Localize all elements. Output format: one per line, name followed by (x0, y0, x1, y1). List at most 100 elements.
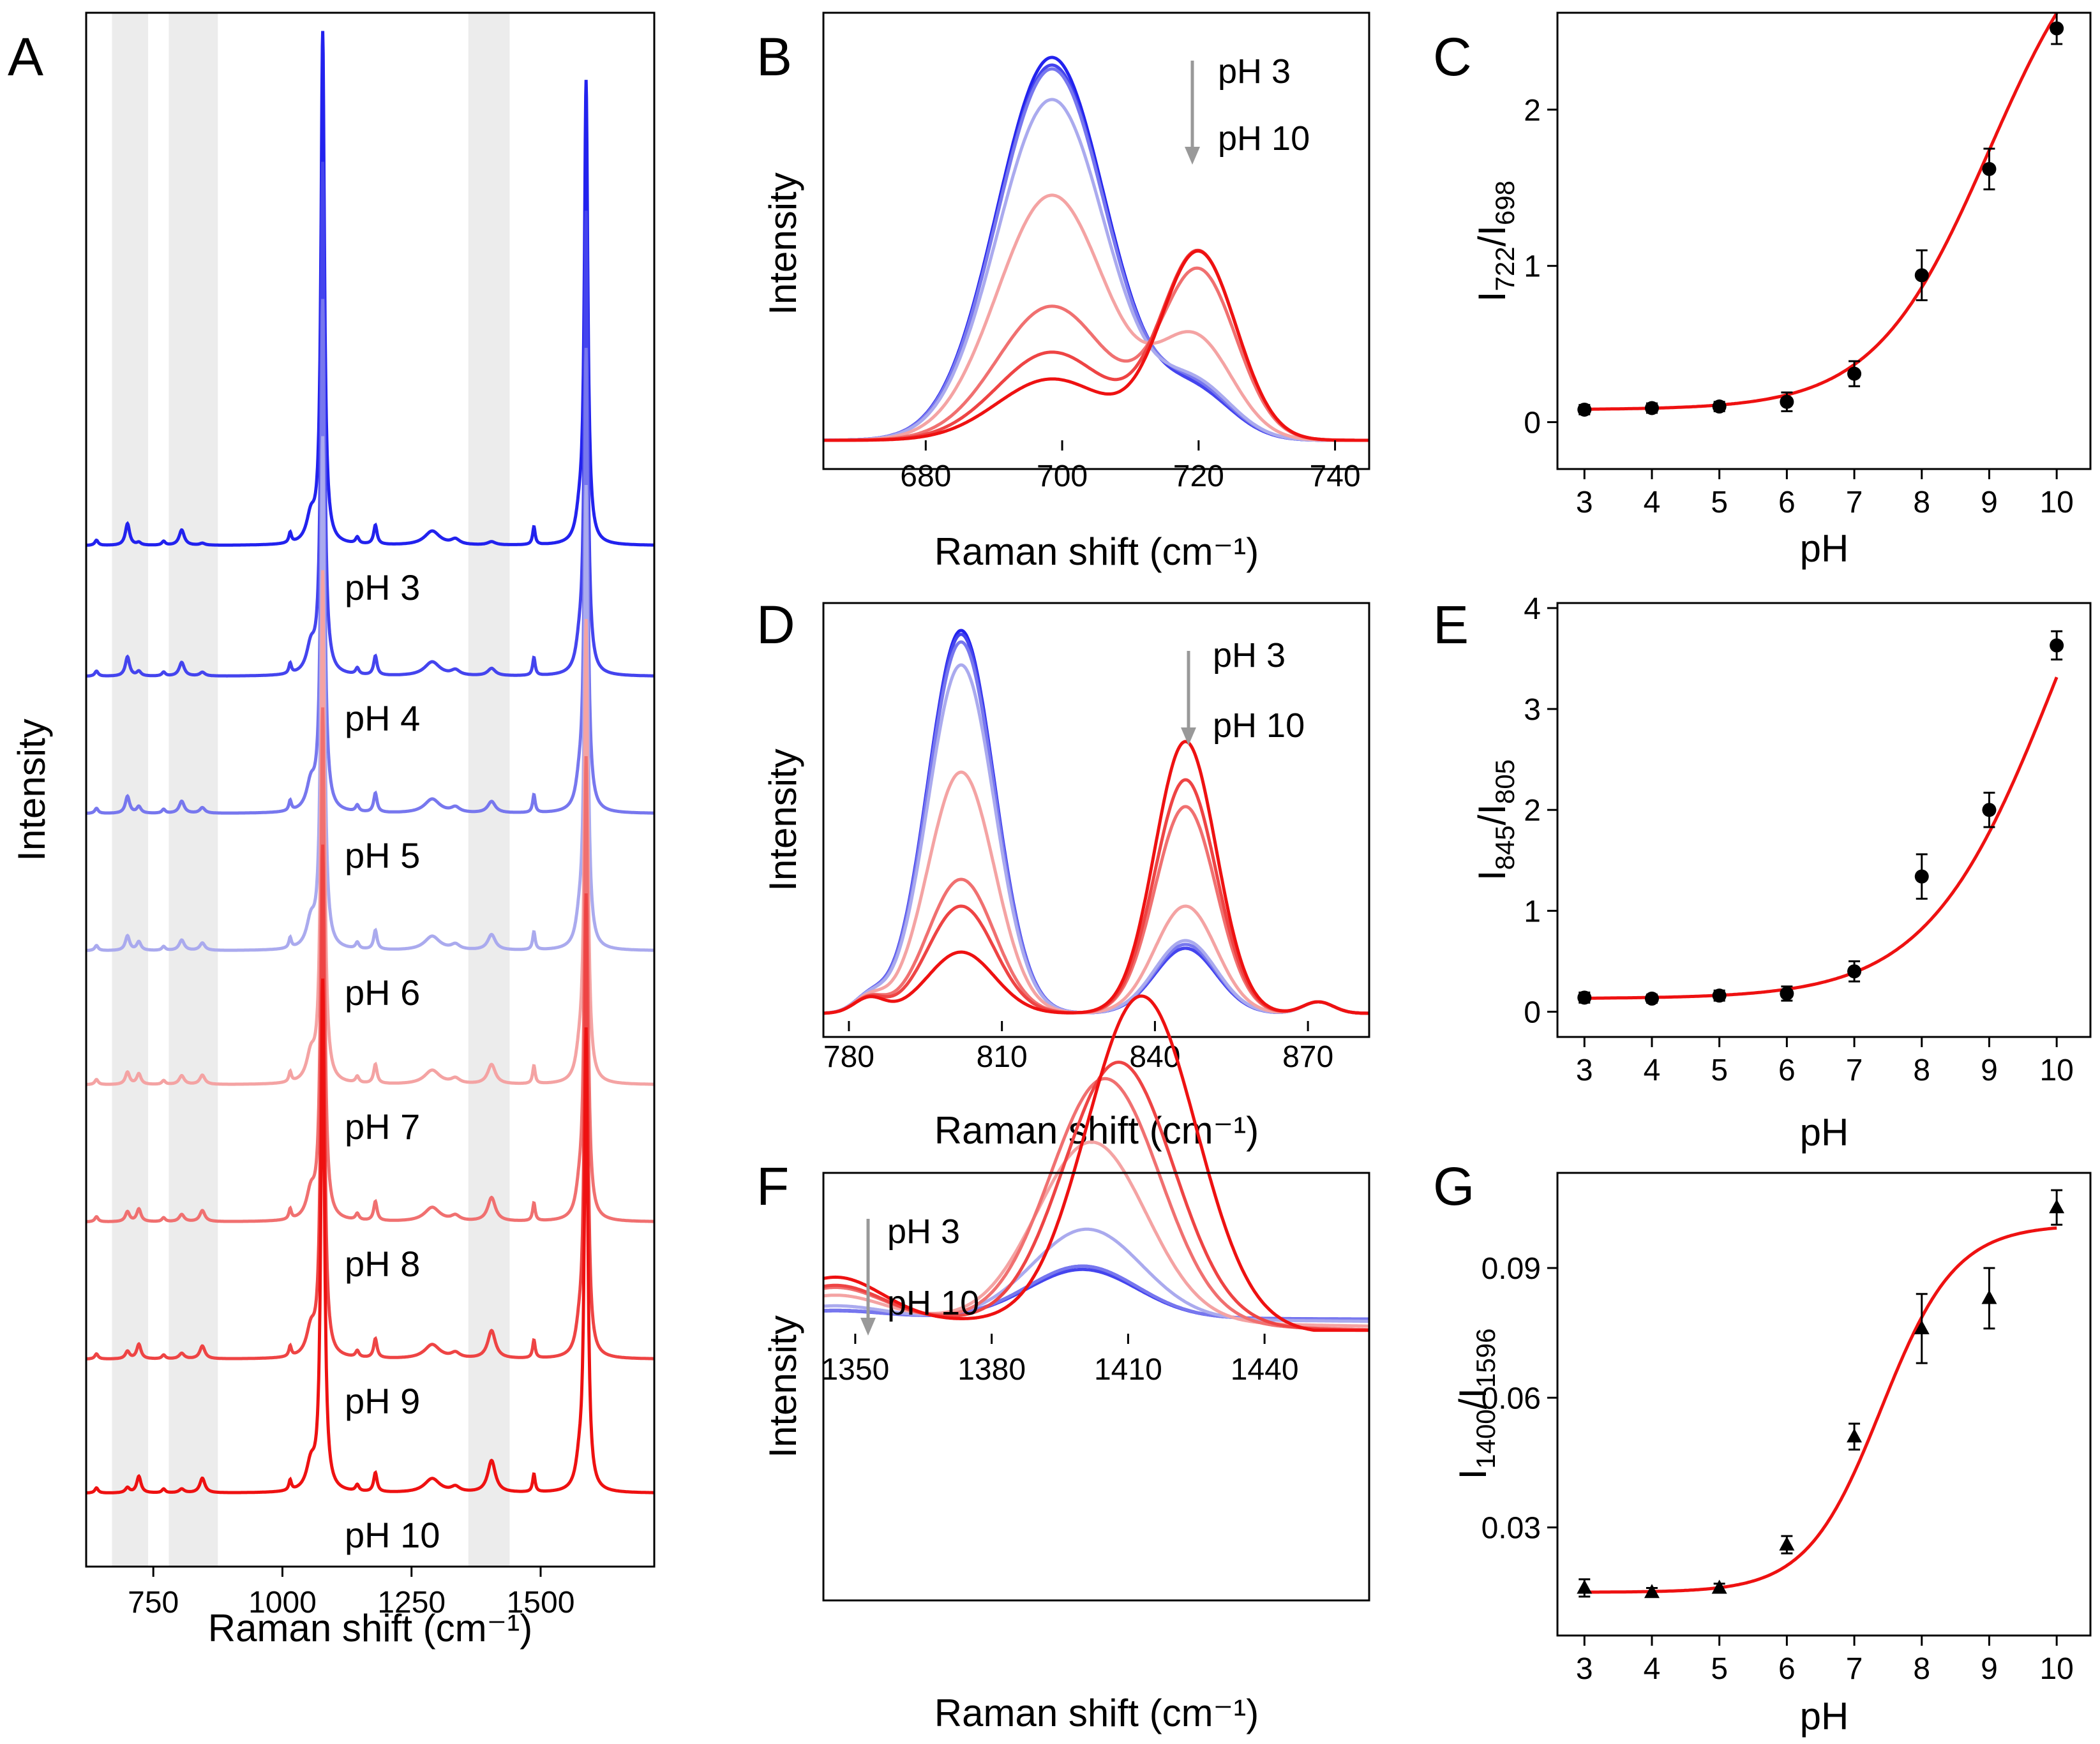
panel-f-xtick-label: 1410 (1094, 1353, 1162, 1387)
panel-c-xtick-label: 7 (1846, 486, 1863, 519)
panel-g-xlabel: pH (1800, 1695, 1849, 1738)
panel-b-letter: B (756, 27, 792, 87)
panel-g-xtick-label: 10 (2039, 1652, 2073, 1686)
panel-a-xtick-label: 1000 (248, 1586, 317, 1620)
panel-e-frame (1556, 602, 2092, 1038)
panel-c-xlabel: pH (1800, 527, 1849, 570)
panel-b-annotation-bottom: pH 10 (1218, 119, 1310, 158)
panel-a-spectrum-ph-7 (86, 570, 654, 1086)
panel-c-letter: C (1433, 27, 1472, 87)
panel-d-annotation-top: pH 3 (1213, 636, 1286, 674)
panel-e-point (1914, 869, 1929, 884)
panel-g: 3 4 5 6 7 8 9 10 0.03 0.06 0.09 G pH I1400/I1596 (1433, 1156, 2092, 1738)
panel-b-xlabel: Raman shift (cm⁻¹) (934, 530, 1259, 573)
panel-g-point (1914, 1320, 1930, 1334)
panel-a-label-ph-4: pH 4 (345, 698, 420, 738)
panel-c-point (1914, 268, 1929, 283)
panel-a-shaded-band (169, 13, 218, 1567)
panel-a-spectrum-ph-10 (86, 978, 654, 1494)
panel-e-point (2050, 638, 2064, 653)
panel-c-xtick-label: 5 (1711, 486, 1728, 519)
panel-b-curve-ph-6 (823, 98, 1369, 442)
panel-e-point (1644, 991, 1659, 1006)
panel-g-point (1711, 1579, 1727, 1594)
panel-c: 3 4 5 6 7 8 9 10 0 1 2 C pH I722/I698 (1433, 11, 2092, 570)
panel-a-shaded-band (468, 13, 510, 1567)
panel-c-point (1982, 161, 1997, 176)
panel-e-xtick-label: 3 (1576, 1054, 1593, 1087)
panel-g-letter: G (1433, 1156, 1474, 1216)
panel-f-frame (822, 1172, 1370, 1602)
panel-b-curve-ph-9 (823, 248, 1369, 442)
panel-g-xtick-label: 8 (1913, 1652, 1930, 1686)
panel-c-frame (1556, 11, 2092, 470)
panel-d-letter: D (756, 595, 795, 655)
panel-e-ytick-label: 2 (1524, 794, 1541, 828)
panel-c-point (1644, 401, 1659, 415)
panel-f-annotation-top: pH 3 (887, 1212, 960, 1251)
panel-a-label-ph-7: pH 7 (345, 1107, 420, 1147)
panel-g-xtick-label: 4 (1644, 1652, 1661, 1686)
panel-a-xtick-label: 1500 (507, 1586, 575, 1620)
panel-c-fit-curve (1584, 12, 2059, 411)
panel-b-annotation-top: pH 3 (1218, 52, 1291, 91)
panel-g-fit-curve (1584, 1226, 2057, 1594)
panel-c-ylabel: I722/I698 (1471, 181, 1520, 302)
panel-b: 680 700 720 740 B pH 3 pH 10 Raman shift (c… (756, 11, 1370, 573)
panel-e-ytick-label: 4 (1524, 592, 1541, 626)
panel-d-arrowhead (1181, 727, 1196, 745)
panel-e-xtick-label: 9 (1981, 1054, 1998, 1087)
panel-d-ylabel: Intensity (761, 749, 804, 891)
panel-a-spectrum-ph-8 (86, 707, 654, 1223)
panel-d-curve-ph-10 (823, 740, 1369, 1015)
panel-c-point (1780, 394, 1794, 409)
panel-a-label-ph-10: pH 10 (345, 1515, 440, 1555)
panel-g-xtick-label: 7 (1846, 1652, 1863, 1686)
panel-c-ytick-label: 0 (1524, 406, 1541, 440)
panel-b-xtick-label: 700 (1037, 459, 1088, 493)
panel-g-point (1577, 1579, 1593, 1594)
panel-a-label-ph-9: pH 9 (345, 1381, 420, 1421)
panel-e-xtick-label: 6 (1778, 1054, 1796, 1087)
panel-a: 750 1000 1250 1500 pH 3 pH 4 pH 5 pH 6 pH 7 pH 8… (8, 11, 656, 1650)
panel-c-xtick-label: 9 (1981, 486, 1998, 519)
panel-f-xtick-label: 1440 (1231, 1353, 1299, 1387)
panel-e-letter: E (1433, 595, 1469, 655)
panel-a-label-ph-5: pH 5 (345, 835, 420, 876)
panel-c-xtick-label: 10 (2039, 486, 2073, 519)
panel-g-xtick-label: 6 (1778, 1652, 1796, 1686)
panel-c-xtick-label: 6 (1778, 486, 1796, 519)
panel-f-ylabel: Intensity (761, 1315, 804, 1457)
panel-e-xtick-label: 10 (2039, 1054, 2073, 1087)
panel-e-xtick-label: 4 (1644, 1054, 1661, 1087)
panel-g-xtick-label: 3 (1576, 1652, 1593, 1686)
panel-g-ytick-label: 0.03 (1481, 1512, 1541, 1546)
panel-a-spectrum-ph-4 (86, 161, 654, 678)
panel-e-point (1780, 987, 1794, 1001)
panel-f: 1350 1380 1410 1440 F pH 3 pH 10 Raman shif… (756, 994, 1370, 1734)
panel-c-ytick-label: 2 (1524, 94, 1541, 128)
panel-g-point (1981, 1290, 1997, 1304)
panel-c-point (2050, 21, 2064, 36)
panel-c-xtick-label: 3 (1576, 486, 1593, 519)
panel-d: 780 810 840 870 D pH 3 pH 10 Raman shift (c… (756, 595, 1370, 1152)
panel-e-xtick-label: 5 (1711, 1054, 1728, 1087)
panel-c-point (1712, 399, 1727, 414)
panel-a-spectrum-ph-9 (86, 844, 654, 1360)
panel-a-xtick-label: 750 (128, 1586, 179, 1620)
panel-e-ytick-label: 0 (1524, 995, 1541, 1029)
panel-a-label-ph-3: pH 3 (345, 567, 420, 607)
panel-b-curve-ph-10 (823, 249, 1369, 442)
panel-e-ytick-label: 1 (1524, 895, 1541, 928)
panel-e-point (1712, 988, 1727, 1003)
panel-a-label-ph-6: pH 6 (345, 973, 420, 1013)
panel-a-ylabel: Intensity (10, 719, 53, 861)
panel-g-ylabel: I1400/I1596 (1451, 1329, 1501, 1480)
panel-b-curve-ph-8 (823, 266, 1369, 442)
panel-f-xtick-label: 1380 (957, 1353, 1026, 1387)
panel-e-xlabel: pH (1800, 1111, 1849, 1154)
panel-c-ytick-label: 1 (1524, 250, 1541, 284)
panel-a-shaded-band (112, 13, 149, 1567)
panel-g-ytick-label: 0.09 (1481, 1252, 1541, 1286)
